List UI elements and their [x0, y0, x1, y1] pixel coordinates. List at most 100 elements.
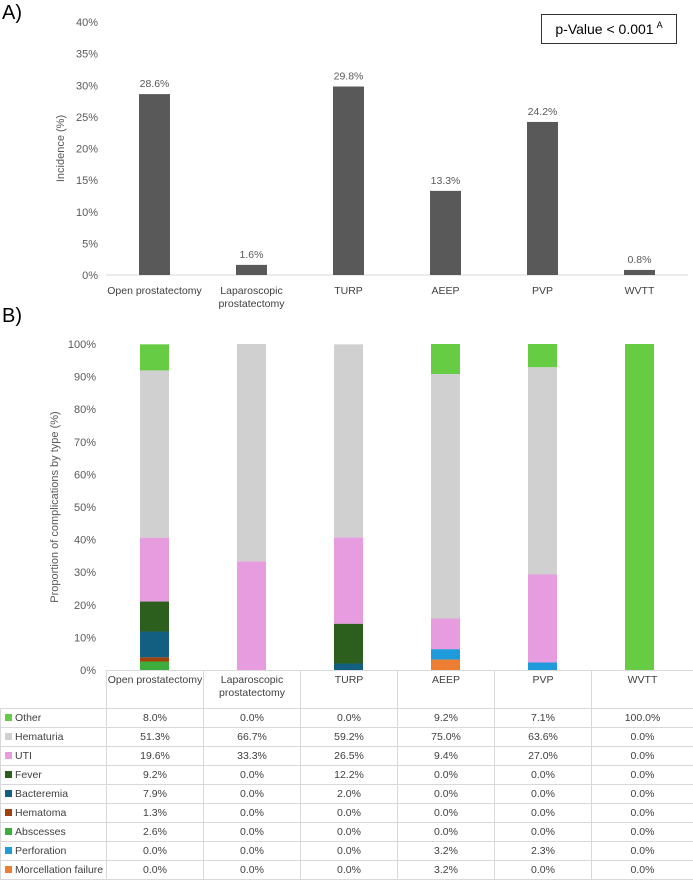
- table-cell: 2.3%: [495, 842, 592, 861]
- table-cell: 2.6%: [107, 823, 204, 842]
- table-cell: 0.0%: [204, 709, 301, 728]
- legend-label: UTI: [15, 750, 32, 762]
- y-tick-label: 90%: [74, 372, 96, 384]
- legend-label: Bacteremia: [15, 788, 68, 800]
- segment-uti-aeep: [431, 618, 460, 649]
- table-cell: 0.0%: [592, 842, 693, 861]
- table-cell: 0.0%: [495, 766, 592, 785]
- table-cell: 0.0%: [592, 766, 693, 785]
- table-cell: 0.0%: [592, 728, 693, 747]
- legend-key-swatch: [5, 809, 12, 816]
- table-cell: 0.0%: [301, 823, 398, 842]
- legend-label: Hematoma: [15, 807, 66, 819]
- y-tick-label: 10%: [74, 632, 96, 644]
- table-cell: 2.0%: [301, 785, 398, 804]
- legend-label: Hematuria: [15, 731, 63, 743]
- table-cell: 0.0%: [204, 766, 301, 785]
- segment-perforation-pvp: [528, 663, 557, 670]
- y-tick-label: 50%: [74, 502, 96, 514]
- y-axis-title: Proportion of complications by type (%): [49, 411, 61, 602]
- legend-key-swatch: [5, 866, 12, 873]
- table-corner: [1, 671, 107, 709]
- table-cell: 0.0%: [398, 785, 495, 804]
- table-cell: 26.5%: [301, 747, 398, 766]
- segment-hematuria-aeep: [431, 374, 460, 619]
- segment-uti-turp: [334, 537, 363, 623]
- table-cell: 0.0%: [398, 766, 495, 785]
- y-tick-label: 30%: [74, 567, 96, 579]
- y-tick-label: 100%: [68, 339, 96, 351]
- column-header: AEEP: [398, 671, 495, 709]
- segment-hematuria-turp: [334, 344, 363, 537]
- table-cell: 0.0%: [301, 861, 398, 880]
- table-cell: 0.0%: [107, 861, 204, 880]
- legend-key-swatch: [5, 752, 12, 759]
- legend-key-swatch: [5, 828, 12, 835]
- segment-hematoma-open-prostatectomy: [140, 657, 169, 661]
- table-cell: 0.0%: [495, 823, 592, 842]
- segment-morcellation-failure-aeep: [431, 660, 460, 670]
- legend-entry: Perforation: [1, 842, 107, 861]
- table-cell: 75.0%: [398, 728, 495, 747]
- legend-entry: Abscesses: [1, 823, 107, 842]
- legend-key-swatch: [5, 790, 12, 797]
- table-cell: 0.0%: [495, 804, 592, 823]
- segment-other-open-prostatectomy: [140, 344, 169, 370]
- segment-perforation-aeep: [431, 649, 460, 659]
- table-cell: 0.0%: [204, 785, 301, 804]
- table-cell: 0.0%: [495, 785, 592, 804]
- table-cell: 0.0%: [592, 861, 693, 880]
- column-header: PVP: [495, 671, 592, 709]
- segment-hematuria-laparoscopic-prostatectomy: [237, 344, 266, 561]
- table-cell: 9.2%: [107, 766, 204, 785]
- legend-entry: UTI: [1, 747, 107, 766]
- table-cell: 0.0%: [495, 861, 592, 880]
- table-cell: 0.0%: [301, 842, 398, 861]
- table-cell: 51.3%: [107, 728, 204, 747]
- table-cell: 9.4%: [398, 747, 495, 766]
- legend-entry: Hematoma: [1, 804, 107, 823]
- column-header: TURP: [301, 671, 398, 709]
- table-cell: 0.0%: [592, 747, 693, 766]
- legend-entry: Bacteremia: [1, 785, 107, 804]
- segment-other-aeep: [431, 344, 460, 374]
- y-tick-label: 70%: [74, 437, 96, 449]
- legend-label: Abscesses: [15, 826, 66, 838]
- table-cell: 63.6%: [495, 728, 592, 747]
- legend-key-swatch: [5, 714, 12, 721]
- legend-entry: Morcellation failure: [1, 861, 107, 880]
- segment-uti-open-prostatectomy: [140, 538, 169, 602]
- table-cell: 3.2%: [398, 842, 495, 861]
- table-cell: 7.9%: [107, 785, 204, 804]
- table-cell: 0.0%: [204, 823, 301, 842]
- y-tick-label: 40%: [74, 535, 96, 547]
- table-cell: 0.0%: [107, 842, 204, 861]
- y-tick-label: 80%: [74, 404, 96, 416]
- y-tick-label: 20%: [74, 600, 96, 612]
- table-cell: 1.3%: [107, 804, 204, 823]
- segment-hematuria-pvp: [528, 367, 557, 574]
- table-cell: 0.0%: [204, 804, 301, 823]
- segment-other-wvtt: [625, 344, 654, 670]
- column-header: Laparoscopic prostatectomy: [204, 671, 301, 709]
- table-cell: 0.0%: [301, 709, 398, 728]
- table-cell: 0.0%: [592, 823, 693, 842]
- table-cell: 27.0%: [495, 747, 592, 766]
- table-cell: 100.0%: [592, 709, 693, 728]
- table-cell: 0.0%: [592, 785, 693, 804]
- table-cell: 8.0%: [107, 709, 204, 728]
- table-cell: 0.0%: [301, 804, 398, 823]
- table-cell: 19.6%: [107, 747, 204, 766]
- legend-key-swatch: [5, 771, 12, 778]
- legend-label: Fever: [15, 769, 42, 781]
- table-cell: 66.7%: [204, 728, 301, 747]
- table-cell: 0.0%: [204, 861, 301, 880]
- table-cell: 59.2%: [301, 728, 398, 747]
- table-cell: 12.2%: [301, 766, 398, 785]
